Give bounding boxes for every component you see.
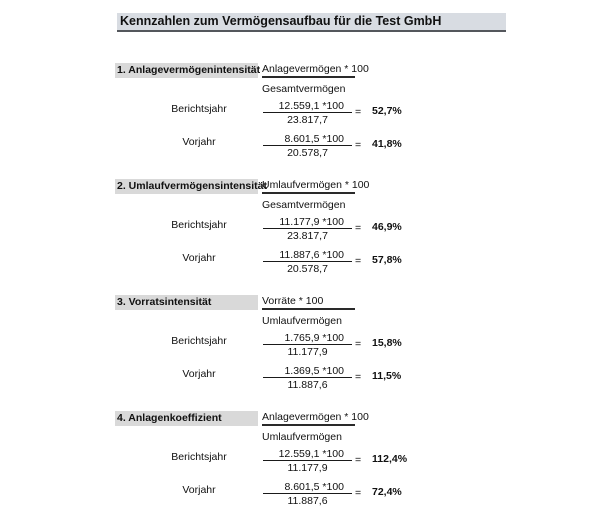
calc-row-vorjahr: Vorjahr 11.887,6 *100 20.578,7 = 57,8% xyxy=(115,249,535,277)
fraction-denominator: 23.817,7 xyxy=(287,114,328,126)
calc-row-vorjahr: Vorjahr 8.601,5 *100 11.887,6 = 72,4% xyxy=(115,481,535,509)
formula-denominator: Gesamtvermögen xyxy=(262,199,346,211)
equals-sign: = xyxy=(355,139,362,151)
result-value: 15,8% xyxy=(372,337,402,349)
fraction-denominator: 20.578,7 xyxy=(287,147,328,159)
fraction-denominator: 11.887,6 xyxy=(287,495,328,507)
row-label: Vorjahr xyxy=(182,484,216,496)
fraction-numerator: 8.601,5 *100 xyxy=(263,133,352,146)
formula-numerator: Umlaufvermögen * 100 xyxy=(262,179,369,194)
fraction-numerator: 1.369,5 *100 xyxy=(263,365,352,378)
fraction-numerator: 12.559,1 *100 xyxy=(263,448,352,461)
formula-denominator: Umlaufvermögen xyxy=(262,315,342,327)
calc-row-berichtsjahr: Berichtsjahr 1.765,9 *100 11.177,9 = 15,… xyxy=(115,332,535,360)
fraction: 8.601,5 *100 11.887,6 xyxy=(263,481,352,507)
equals-sign: = xyxy=(355,106,362,118)
fraction-denominator: 23.817,7 xyxy=(287,230,328,242)
calc-row-vorjahr: Vorjahr 1.369,5 *100 11.887,6 = 11,5% xyxy=(115,365,535,393)
fraction: 1.765,9 *100 11.177,9 xyxy=(263,332,352,358)
result-value: 52,7% xyxy=(372,105,402,117)
result-value: 72,4% xyxy=(372,486,402,498)
fraction: 12.559,1 *100 11.177,9 xyxy=(263,448,352,474)
fraction-numerator: 11.177,9 *100 xyxy=(263,216,352,229)
equals-sign: = xyxy=(355,371,362,383)
calc-row-berichtsjahr: Berichtsjahr 11.177,9 *100 23.817,7 = 46… xyxy=(115,216,535,244)
section-title: 3. Vorratsintensität xyxy=(115,295,258,310)
fraction: 1.369,5 *100 11.887,6 xyxy=(263,365,352,391)
fraction-denominator: 11.887,6 xyxy=(287,379,328,391)
fraction-denominator: 11.177,9 xyxy=(287,346,328,358)
section-umlaufvermoegensintensitaet: 2. Umlaufvermögensintensität Umlaufvermö… xyxy=(115,179,535,279)
fraction-denominator: 11.177,9 xyxy=(287,462,328,474)
formula-numerator: Anlagevermögen * 100 xyxy=(262,411,369,426)
fraction: 12.559,1 *100 23.817,7 xyxy=(263,100,352,126)
equals-sign: = xyxy=(355,487,362,499)
section-anlagenkoeffizient: 4. Anlagenkoeffizient Anlagevermögen * 1… xyxy=(115,411,535,511)
fraction-numerator: 1.765,9 *100 xyxy=(263,332,352,345)
row-label: Vorjahr xyxy=(182,252,216,264)
result-value: 46,9% xyxy=(372,221,402,233)
result-value: 57,8% xyxy=(372,254,402,266)
formula-denominator: Umlaufvermögen xyxy=(262,431,342,443)
row-label: Berichtsjahr xyxy=(171,451,227,463)
equals-sign: = xyxy=(355,222,362,234)
equals-sign: = xyxy=(355,454,362,466)
result-value: 112,4% xyxy=(372,453,408,465)
fraction-denominator: 20.578,7 xyxy=(287,263,328,275)
fraction-numerator: 8.601,5 *100 xyxy=(263,481,352,494)
page-title: Kennzahlen zum Vermögensaufbau für die T… xyxy=(117,13,506,32)
fraction-numerator: 11.887,6 *100 xyxy=(263,249,352,262)
formula-numerator: Anlagevermögen * 100 xyxy=(262,63,369,78)
calc-row-vorjahr: Vorjahr 8.601,5 *100 20.578,7 = 41,8% xyxy=(115,133,535,161)
fraction: 11.887,6 *100 20.578,7 xyxy=(263,249,352,275)
fraction: 11.177,9 *100 23.817,7 xyxy=(263,216,352,242)
row-label: Berichtsjahr xyxy=(171,219,227,231)
row-label: Berichtsjahr xyxy=(171,335,227,347)
calc-row-berichtsjahr: Berichtsjahr 12.559,1 *100 23.817,7 = 52… xyxy=(115,100,535,128)
calc-row-berichtsjahr: Berichtsjahr 12.559,1 *100 11.177,9 = 11… xyxy=(115,448,535,476)
formula-numerator: Vorräte * 100 xyxy=(262,295,355,310)
equals-sign: = xyxy=(355,255,362,267)
section-title: 1. Anlagevermögenintensität xyxy=(115,63,261,78)
fraction-numerator: 12.559,1 *100 xyxy=(263,100,352,113)
section-vorratsintensitaet: 3. Vorratsintensität Vorräte * 100 Umlau… xyxy=(115,295,535,395)
section-title: 4. Anlagenkoeffizient xyxy=(115,411,258,426)
section-title: 2. Umlaufvermögensintensität xyxy=(115,179,267,194)
equals-sign: = xyxy=(355,338,362,350)
section-anlagevermoegenintensitaet: 1. Anlagevermögenintensität Anlagevermög… xyxy=(115,63,535,163)
row-label: Vorjahr xyxy=(182,136,216,148)
row-label: Vorjahr xyxy=(182,368,216,380)
fraction: 8.601,5 *100 20.578,7 xyxy=(263,133,352,159)
result-value: 11,5% xyxy=(372,370,402,382)
formula-denominator: Gesamtvermögen xyxy=(262,83,346,95)
row-label: Berichtsjahr xyxy=(171,103,227,115)
result-value: 41,8% xyxy=(372,138,402,150)
